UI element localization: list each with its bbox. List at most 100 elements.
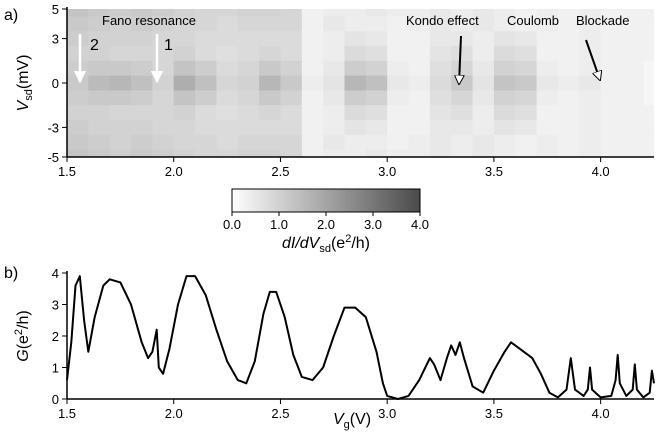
heatmap-cell: [621, 16, 644, 32]
colorbar-step: [319, 189, 324, 212]
colorbar-step: [244, 189, 249, 212]
heatmap-cell: [280, 105, 303, 121]
colorbar-step: [291, 189, 296, 212]
heatmap-cell: [472, 120, 495, 136]
heatmap-cell: [67, 105, 89, 121]
heatmap-cell: [259, 46, 282, 62]
heatmap-cell: [429, 149, 452, 157]
heatmap-cell: [387, 90, 410, 106]
y-tick-label: 5: [52, 2, 59, 17]
heatmap-cell: [216, 120, 239, 136]
heatmap: [67, 9, 654, 157]
heatmap-cell: [557, 149, 580, 157]
heatmap-cell: [280, 9, 303, 17]
heatmap-cell: [429, 31, 452, 47]
x-tick-label: 2.5: [271, 406, 289, 421]
heatmap-cell: [451, 90, 474, 106]
heatmap-cell: [536, 46, 559, 62]
heatmap-cell: [600, 9, 623, 17]
heatmap-cell: [515, 120, 538, 136]
heatmap-cell: [259, 16, 282, 32]
heatmap-cell: [621, 75, 644, 91]
x-tick-label: 1.5: [58, 406, 76, 421]
heatmap-cell: [109, 31, 132, 47]
heatmap-cell: [131, 60, 153, 77]
colorbar-step: [304, 189, 308, 212]
heatmap-cell: [323, 75, 346, 91]
heatmap-cell: [259, 149, 282, 157]
heatmap-cell: [323, 16, 346, 32]
panel-label: a): [4, 7, 18, 24]
colorbar-step: [347, 189, 352, 212]
heatmap-cell: [323, 149, 346, 157]
heatmap-cell: [451, 75, 474, 91]
heatmap-cell: [280, 149, 303, 157]
panel-label: b): [4, 265, 18, 282]
arrow: [585, 39, 600, 80]
heatmap-cell: [301, 105, 324, 121]
heatmap-cell: [344, 16, 367, 32]
heatmap-cell: [152, 90, 175, 106]
colorbar-step: [235, 189, 239, 212]
colorbar-step: [401, 189, 405, 212]
colorbar-step: [260, 189, 264, 212]
heatmap-cell: [643, 149, 654, 157]
heatmap-cell: [152, 16, 175, 32]
heatmap-cell: [152, 120, 175, 136]
heatmap-cell: [536, 134, 559, 151]
heatmap-cell: [280, 134, 303, 151]
heatmap-cell: [259, 31, 282, 47]
heatmap-cell: [109, 149, 132, 157]
heatmap-cell: [536, 105, 559, 121]
heatmap-cell: [344, 90, 367, 106]
y-tick-label: 4: [52, 266, 59, 281]
heatmap-cell: [323, 105, 346, 121]
heatmap-cell: [344, 46, 367, 62]
heatmap-cell: [67, 60, 89, 77]
heatmap-cell: [387, 105, 410, 121]
heatmap-cell: [365, 46, 388, 62]
heatmap-cell: [387, 149, 410, 157]
y-tick-label: 2: [52, 329, 59, 344]
x-tick-label: 3.5: [485, 406, 503, 421]
heatmap-cell: [344, 105, 367, 121]
annotations: Fano resonance 2 1 Kondo effect Coulomb …: [73, 13, 629, 84]
heatmap-cell: [237, 16, 260, 32]
heatmap-cell: [259, 134, 282, 151]
heatmap-cell: [387, 134, 410, 151]
heatmap-cell: [429, 105, 452, 121]
colorbar-step: [407, 189, 412, 212]
heatmap-cell: [280, 31, 303, 47]
heatmap-cell: [365, 120, 388, 136]
heatmap-cell: [109, 75, 132, 91]
colorbar-step: [398, 189, 402, 212]
heatmap-cell: [536, 16, 559, 32]
heatmap-cell: [216, 16, 239, 32]
heatmap-cell: [259, 60, 282, 77]
heatmap-cell: [301, 90, 324, 106]
heatmap-cell: [493, 46, 516, 62]
heatmap-cell: [600, 16, 623, 32]
colorbar-step: [341, 189, 346, 212]
heatmap-cell: [536, 120, 559, 136]
heatmap-cell: [429, 120, 452, 136]
colorbar-tick-label: 4.0: [411, 217, 429, 232]
y-tick-label: -5: [47, 150, 59, 165]
colorbar-step: [354, 189, 358, 212]
colorbar-step: [360, 189, 365, 212]
heatmap-cell: [131, 105, 153, 121]
heatmap-cell: [451, 46, 474, 62]
heatmap-cell: [408, 31, 431, 47]
heatmap-cell: [173, 46, 196, 62]
heatmap-cell: [195, 46, 218, 62]
colorbar-label: dI/dVsd(e2/h): [282, 233, 370, 255]
annotation: Fano resonance: [102, 13, 196, 28]
colorbar-step: [316, 189, 321, 212]
heatmap-cell: [387, 31, 410, 47]
heatmap-cell: [109, 60, 132, 77]
colorbar-step: [257, 189, 261, 212]
colorbar-step: [326, 189, 330, 212]
heatmap-cell: [387, 60, 410, 77]
y-axis-label: Vsd(mV): [15, 55, 35, 112]
heatmap-cell: [451, 149, 474, 157]
